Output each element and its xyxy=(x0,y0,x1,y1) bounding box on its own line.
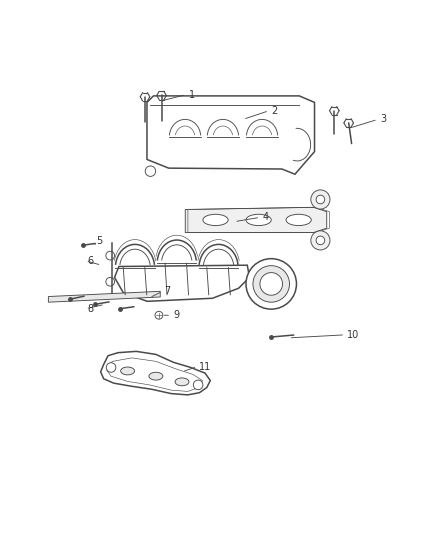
Ellipse shape xyxy=(149,372,163,380)
Text: 1: 1 xyxy=(188,90,194,100)
Circle shape xyxy=(106,277,115,286)
Circle shape xyxy=(316,236,325,245)
Circle shape xyxy=(246,259,297,309)
Circle shape xyxy=(311,190,330,209)
Ellipse shape xyxy=(175,378,189,386)
Circle shape xyxy=(106,362,116,372)
Circle shape xyxy=(316,195,325,204)
Ellipse shape xyxy=(203,214,228,225)
Text: 2: 2 xyxy=(271,106,278,116)
Polygon shape xyxy=(48,292,160,302)
Polygon shape xyxy=(185,207,327,232)
Circle shape xyxy=(253,265,290,302)
Circle shape xyxy=(155,311,163,319)
Text: 10: 10 xyxy=(347,330,360,340)
Ellipse shape xyxy=(286,214,311,225)
Text: 6: 6 xyxy=(88,256,94,266)
Text: 3: 3 xyxy=(380,115,386,124)
Polygon shape xyxy=(147,96,314,174)
Ellipse shape xyxy=(120,367,134,375)
Ellipse shape xyxy=(246,214,271,225)
Circle shape xyxy=(311,231,330,250)
Polygon shape xyxy=(115,265,250,301)
Text: 8: 8 xyxy=(88,304,94,314)
Text: 7: 7 xyxy=(165,286,171,296)
Circle shape xyxy=(193,380,203,390)
Text: 4: 4 xyxy=(262,212,268,222)
Polygon shape xyxy=(101,351,210,395)
Text: 5: 5 xyxy=(96,236,102,246)
Text: 11: 11 xyxy=(199,361,212,372)
Text: 9: 9 xyxy=(173,310,180,320)
Circle shape xyxy=(260,272,283,295)
Circle shape xyxy=(106,251,115,260)
